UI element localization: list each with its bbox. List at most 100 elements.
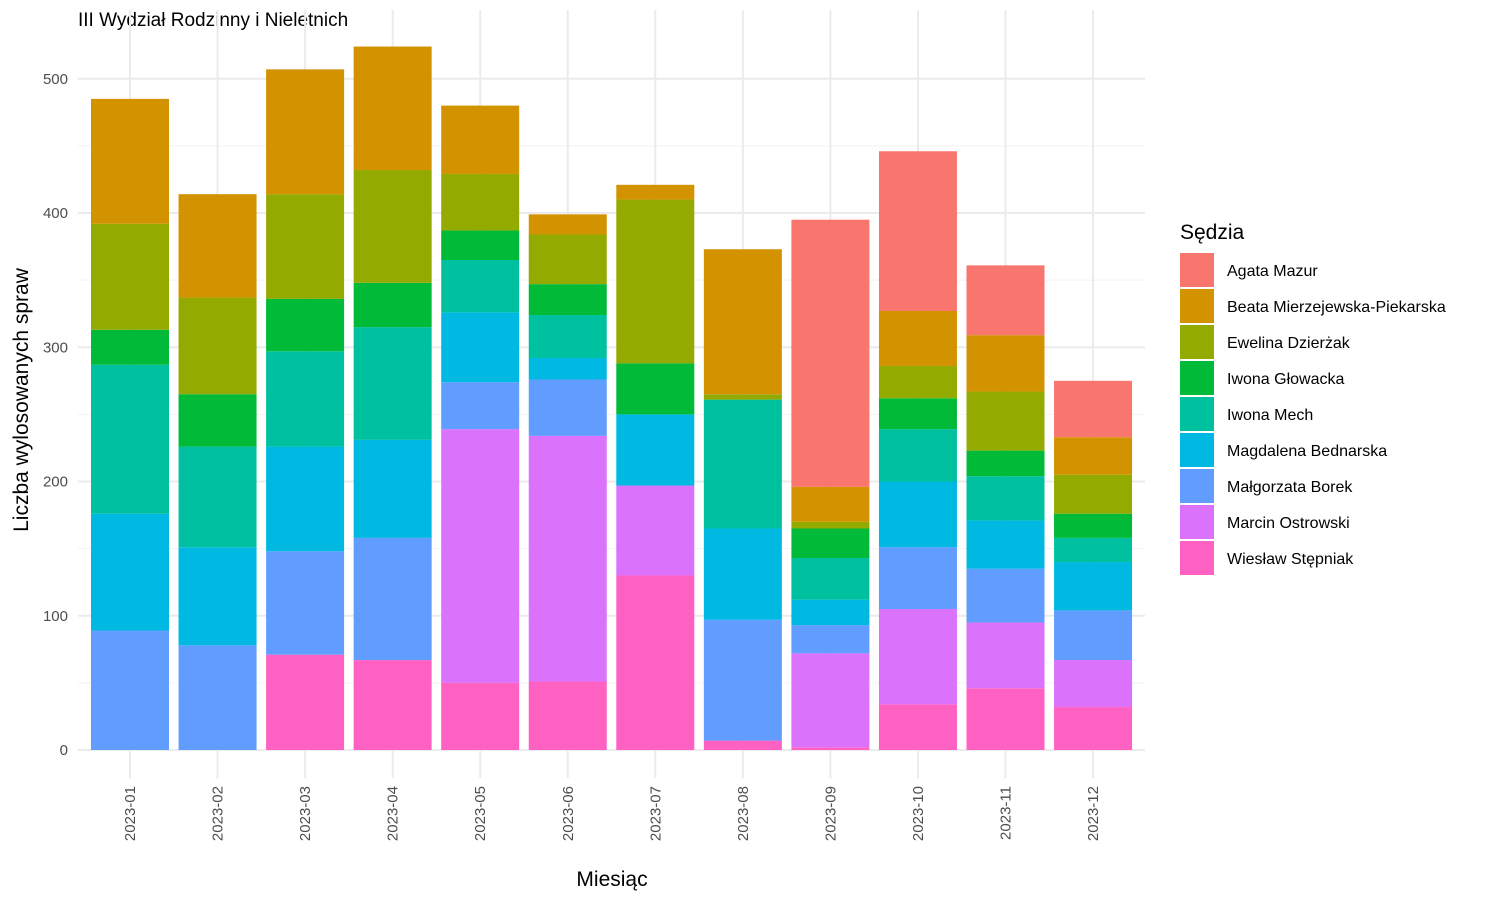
bar-segment xyxy=(528,315,607,358)
bar-segment xyxy=(91,364,169,514)
bar-segment xyxy=(91,513,169,631)
legend-title: Sędzia xyxy=(1180,221,1245,244)
y-tick-label: 500 xyxy=(43,71,68,88)
bar-segment xyxy=(703,394,782,400)
legend-label: Ewelina Dzierżak xyxy=(1227,335,1351,352)
bar-segment xyxy=(878,429,957,482)
bar-segment xyxy=(91,329,169,365)
bar-segment xyxy=(791,653,870,748)
bar-segment xyxy=(966,476,1045,521)
bar-segment xyxy=(878,398,957,430)
bar-segment xyxy=(178,446,257,548)
bar-segment xyxy=(441,174,520,231)
bar-segment xyxy=(353,46,432,171)
bar-segment xyxy=(528,234,607,285)
bar-segment xyxy=(1054,660,1133,708)
bar-segment xyxy=(266,194,345,299)
legend-swatch xyxy=(1180,253,1214,287)
bar-segment xyxy=(266,298,345,352)
bar-segment xyxy=(791,219,870,487)
bar-segment xyxy=(791,521,870,529)
bar-segment xyxy=(878,366,957,399)
x-tick-label: 2023-03 xyxy=(297,786,314,841)
bar-segment xyxy=(528,379,607,436)
y-tick-label: 400 xyxy=(43,205,68,222)
bar-segment xyxy=(353,660,432,750)
bar-segment xyxy=(178,547,257,646)
bar-segment xyxy=(353,439,432,538)
bar-segment xyxy=(1054,537,1133,563)
bar-segment xyxy=(266,551,345,655)
bar-segment xyxy=(791,558,870,600)
bar-segment xyxy=(353,327,432,440)
bar-segment xyxy=(966,450,1045,477)
bar-segment xyxy=(91,98,169,224)
legend-label: Agata Mazur xyxy=(1227,263,1318,280)
x-tick-label: 2023-09 xyxy=(822,786,839,841)
y-axis-title: Liczba wylosowanych spraw xyxy=(10,267,33,532)
bar-segment xyxy=(878,311,957,367)
bar-segment xyxy=(178,194,257,298)
bar-segment xyxy=(791,599,870,626)
legend-swatch xyxy=(1180,433,1214,467)
x-tick-label: 2023-07 xyxy=(647,786,664,841)
bar-segment xyxy=(966,391,1045,451)
legend-label: Iwona Mech xyxy=(1227,407,1313,424)
bar-segment xyxy=(266,654,345,750)
bar-segment xyxy=(616,199,695,364)
x-tick-label: 2023-06 xyxy=(560,786,577,841)
bar-segment xyxy=(91,630,169,750)
bar-segment xyxy=(791,747,870,750)
bar-segment xyxy=(353,282,432,328)
x-axis-ticks: 2023-01 2023-02 2023-03 2023-04 2023-05 2023-… xyxy=(122,786,1102,841)
bar-segment xyxy=(966,335,1045,392)
legend-swatch xyxy=(1180,325,1214,359)
y-axis-ticks: 0 100 200 300 400 500 xyxy=(43,71,68,759)
bar-segment xyxy=(178,297,257,395)
bar-segment xyxy=(1054,437,1133,475)
bar-segment xyxy=(353,537,432,661)
bar-segment xyxy=(878,704,957,750)
x-tick-label: 2023-12 xyxy=(1085,786,1102,841)
bar-segment xyxy=(178,645,257,750)
legend-label: Magdalena Bednarska xyxy=(1227,443,1387,460)
bar-segment xyxy=(878,151,957,312)
legend-swatch xyxy=(1180,397,1214,431)
bar-segment xyxy=(528,435,607,682)
bar-segment xyxy=(353,170,432,283)
legend-label: Marcin Ostrowski xyxy=(1227,515,1350,532)
y-tick-label: 0 xyxy=(60,742,68,759)
bar-segment xyxy=(616,575,695,750)
bar-segment xyxy=(91,223,169,330)
bar-segment xyxy=(528,214,607,235)
bar-segment xyxy=(966,520,1045,569)
bar-segment xyxy=(878,547,957,610)
x-tick-label: 2023-05 xyxy=(472,786,489,841)
bar-segment xyxy=(1054,562,1133,611)
bar-segment xyxy=(1054,513,1133,538)
legend-swatch xyxy=(1180,361,1214,395)
x-tick-label: 2023-01 xyxy=(122,786,139,841)
bar-segment xyxy=(966,688,1045,750)
bar-segment xyxy=(528,357,607,380)
bar-segment xyxy=(703,528,782,620)
bar-segment xyxy=(528,681,607,750)
bar-segment xyxy=(791,528,870,559)
bar-segment xyxy=(703,249,782,395)
legend-swatch xyxy=(1180,289,1214,323)
legend-label: Małgorzata Borek xyxy=(1227,479,1353,496)
bar-segment xyxy=(528,284,607,316)
bar-segment xyxy=(703,619,782,741)
bar-segment xyxy=(1054,610,1133,661)
bar-segment xyxy=(266,351,345,447)
bar-segment xyxy=(616,414,695,486)
bar-segment xyxy=(616,184,695,200)
bar-segment xyxy=(266,69,345,195)
bar-segment xyxy=(616,363,695,415)
bar-segment xyxy=(441,429,520,683)
bar-segment xyxy=(266,446,345,552)
y-tick-label: 100 xyxy=(43,608,68,625)
bar-segment xyxy=(441,259,520,313)
bar-segment xyxy=(441,230,520,260)
